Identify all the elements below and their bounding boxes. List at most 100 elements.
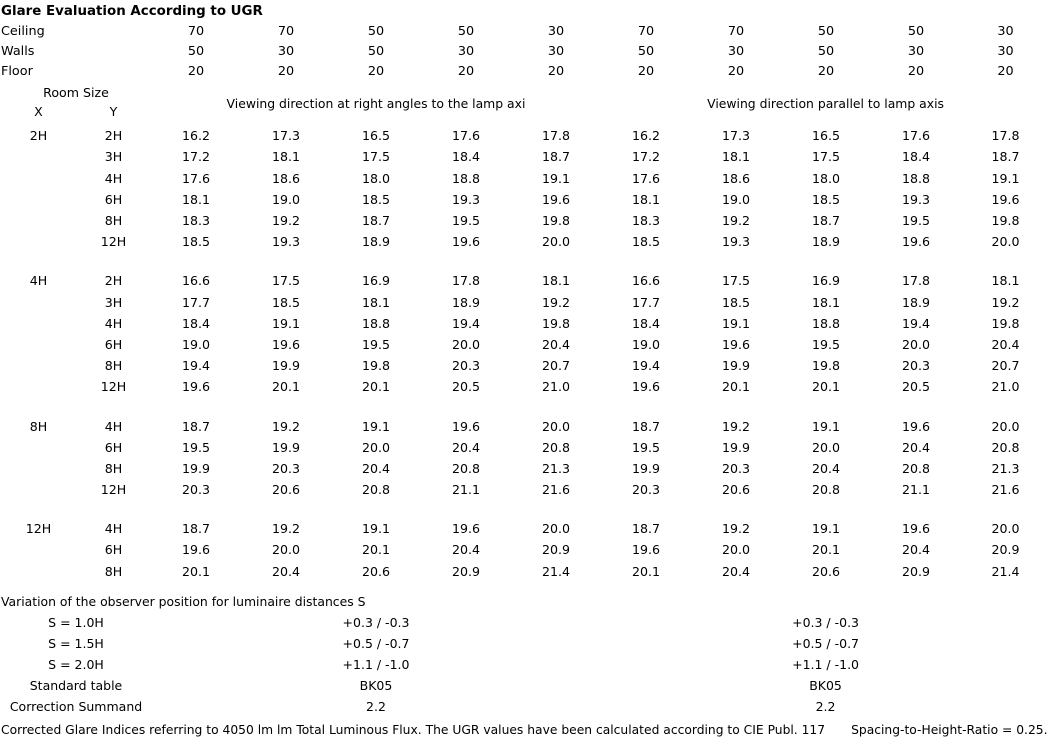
ugr-value-parallel: 20.7 bbox=[991, 358, 1020, 374]
ugr-value-perpendicular: 21.3 bbox=[541, 460, 571, 476]
ugr-value-perpendicular: 16.2 bbox=[181, 128, 211, 144]
ugr-value-parallel: 20.1 bbox=[811, 542, 841, 558]
reflectance-value: 30 bbox=[547, 43, 565, 59]
ugr-value-perpendicular: 18.8 bbox=[451, 170, 481, 186]
ugr-value-parallel: 19.1 bbox=[991, 170, 1020, 186]
ugr-value-perpendicular: 18.1 bbox=[271, 149, 301, 165]
ugr-value-parallel: 19.1 bbox=[721, 315, 751, 331]
variation-parallel: +0.3 / -0.3 bbox=[792, 614, 859, 630]
ugr-value-perpendicular: 19.8 bbox=[361, 358, 391, 374]
room-size-y-value: 6H bbox=[104, 542, 123, 558]
reflectance-value: 20 bbox=[817, 63, 835, 79]
room-size-title: Room Size bbox=[43, 85, 109, 100]
ugr-value-parallel: 17.5 bbox=[721, 273, 751, 289]
room-size-y-value: 2H bbox=[104, 128, 123, 144]
ugr-value-perpendicular: 19.6 bbox=[271, 336, 301, 352]
ugr-value-perpendicular: 19.6 bbox=[451, 234, 481, 250]
ugr-value-parallel: 19.4 bbox=[631, 358, 661, 374]
ugr-value-parallel: 17.7 bbox=[631, 294, 661, 310]
ugr-value-parallel: 17.5 bbox=[811, 149, 841, 165]
ugr-value-parallel: 19.9 bbox=[721, 358, 751, 374]
ugr-value-perpendicular: 19.0 bbox=[181, 336, 211, 352]
ugr-value-perpendicular: 20.5 bbox=[451, 379, 481, 395]
ugr-value-perpendicular: 19.6 bbox=[451, 521, 481, 537]
title-row: Glare Evaluation According to UGR bbox=[1, 1, 1050, 22]
group-header-parallel: Viewing direction parallel to lamp axis bbox=[707, 95, 944, 111]
spacer bbox=[601, 398, 1050, 416]
observer-variation-row: S = 1.5H +0.5 / -0.7 +0.5 / -0.7 bbox=[1, 634, 1050, 655]
ugr-value-perpendicular: 18.8 bbox=[361, 315, 391, 331]
ugr-value-perpendicular: 18.4 bbox=[451, 149, 481, 165]
ugr-value-perpendicular: 20.9 bbox=[451, 563, 481, 579]
table-row: 12H 18.5 19.3 18.9 19.6 20.0 18.5 19.3 18.9 19.6 2… bbox=[1, 232, 1050, 253]
ugr-value-parallel: 20.1 bbox=[811, 379, 841, 395]
ugr-value-perpendicular: 19.5 bbox=[181, 439, 211, 455]
reflectance-row: Ceiling 70 70 50 50 30 70 70 50 50 30 bbox=[1, 22, 1050, 42]
ugr-value-parallel: 19.1 bbox=[811, 521, 841, 537]
observer-variation-row: S = 1.0H +0.3 / -0.3 +0.3 / -0.3 bbox=[1, 613, 1050, 634]
reflectance-value: 30 bbox=[997, 43, 1014, 59]
reflectance-value: 70 bbox=[277, 23, 295, 39]
table-row: 12H 19.6 20.1 20.1 20.5 21.0 19.6 20.1 20.1 20.5 2… bbox=[1, 377, 1050, 398]
group-header-row: Room Size X Y Viewing direction at right an… bbox=[1, 82, 1050, 126]
ugr-value-perpendicular: 19.1 bbox=[271, 315, 301, 331]
ugr-value-parallel: 20.0 bbox=[901, 336, 931, 352]
ugr-value-parallel: 18.4 bbox=[631, 315, 661, 331]
room-size-y-value: 6H bbox=[104, 439, 123, 455]
reflectance-value: 30 bbox=[997, 23, 1014, 39]
ugr-value-perpendicular: 20.1 bbox=[361, 542, 391, 558]
room-size-x-value bbox=[1, 356, 76, 377]
ugr-value-perpendicular: 19.5 bbox=[451, 213, 481, 229]
ugr-value-perpendicular: 19.9 bbox=[271, 358, 301, 374]
ugr-value-perpendicular: 20.1 bbox=[271, 379, 301, 395]
ugr-value-parallel: 18.1 bbox=[721, 149, 751, 165]
room-size-y-value: 4H bbox=[104, 170, 123, 186]
room-size-y-value: 3H bbox=[104, 294, 123, 310]
ugr-value-parallel: 20.4 bbox=[721, 563, 751, 579]
room-size-x-value bbox=[1, 168, 76, 189]
ugr-value-perpendicular: 19.0 bbox=[271, 191, 301, 207]
ugr-value-parallel: 19.3 bbox=[721, 234, 751, 250]
ugr-value-parallel: 18.5 bbox=[631, 234, 661, 250]
ugr-value-perpendicular: 20.6 bbox=[361, 563, 391, 579]
observer-variation-header: Variation of the observer position for l… bbox=[1, 594, 366, 610]
room-size-x-value bbox=[1, 480, 76, 501]
ugr-value-perpendicular: 17.8 bbox=[541, 128, 571, 144]
standard-table-parallel: BK05 bbox=[809, 678, 842, 694]
ugr-value-perpendicular: 17.6 bbox=[451, 128, 481, 144]
ugr-value-parallel: 19.8 bbox=[991, 213, 1020, 229]
ugr-value-parallel: 17.8 bbox=[901, 273, 931, 289]
ugr-value-parallel: 18.5 bbox=[811, 191, 841, 207]
room-size-x-value: 8H bbox=[29, 418, 48, 434]
room-size-x-value bbox=[1, 232, 76, 253]
ugr-value-perpendicular: 19.1 bbox=[541, 170, 571, 186]
ugr-value-perpendicular: 19.6 bbox=[181, 379, 211, 395]
table-row: 8H 4H 18.7 19.2 19.1 19.6 20.0 18.7 19.2 19.1 19.6… bbox=[1, 416, 1050, 437]
variation-parallel: +1.1 / -1.0 bbox=[792, 657, 859, 673]
reflectance-value: 20 bbox=[907, 63, 925, 79]
room-size-y-value: 8H bbox=[104, 213, 123, 229]
spacer bbox=[1, 398, 151, 416]
ugr-value-parallel: 20.5 bbox=[901, 379, 931, 395]
ugr-value-parallel: 19.5 bbox=[901, 213, 931, 229]
ugr-value-parallel: 20.3 bbox=[721, 460, 751, 476]
reflectance-value: 20 bbox=[637, 63, 655, 79]
reflectance-label: Walls bbox=[1, 43, 35, 59]
ugr-value-parallel: 19.2 bbox=[991, 294, 1020, 310]
ugr-value-perpendicular: 17.2 bbox=[181, 149, 211, 165]
ugr-value-perpendicular: 20.9 bbox=[541, 542, 571, 558]
reflectance-value: 50 bbox=[817, 43, 835, 59]
ugr-value-parallel: 18.0 bbox=[811, 170, 841, 186]
table-row: 4H 17.6 18.6 18.0 18.8 19.1 17.6 18.6 18.0 18.8 19… bbox=[1, 168, 1050, 189]
ugr-value-perpendicular: 18.5 bbox=[271, 294, 301, 310]
ugr-value-parallel: 19.5 bbox=[631, 439, 661, 455]
room-size-x-value bbox=[1, 459, 76, 480]
standard-table-perpendicular: BK05 bbox=[359, 678, 393, 694]
table-row: 2H 2H 16.2 17.3 16.5 17.6 17.8 16.2 17.3 16.5 17.6… bbox=[1, 126, 1050, 147]
ugr-value-parallel: 21.6 bbox=[991, 482, 1020, 498]
correction-summand-label: Correction Summand bbox=[9, 699, 143, 715]
ugr-value-perpendicular: 16.6 bbox=[181, 273, 211, 289]
ugr-value-parallel: 20.0 bbox=[811, 439, 841, 455]
ugr-value-parallel: 20.0 bbox=[991, 521, 1020, 537]
